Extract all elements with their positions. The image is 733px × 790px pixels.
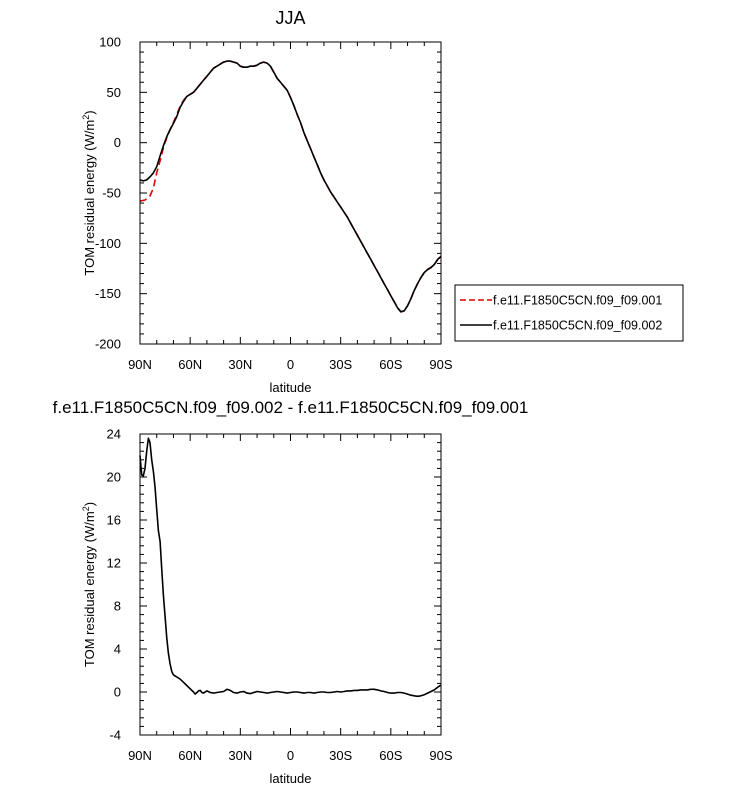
x-tick-label: 30S	[329, 357, 352, 372]
series-line-1	[139, 437, 442, 698]
y-tick-label: 20	[107, 470, 121, 485]
legend: f.e11.F1850C5CN.f09_f09.001 f.e11.F1850C5…	[454, 284, 684, 342]
x-tick-label: 60N	[178, 357, 202, 372]
x-tick-label: 30N	[228, 357, 252, 372]
x-tick-label: 60S	[379, 357, 402, 372]
plot-frame	[139, 433, 442, 736]
y-tick-label: 4	[114, 642, 121, 657]
y-axis-label-close: )	[82, 502, 97, 506]
y-tick-label: 0	[114, 685, 121, 700]
x-tick-label: 0	[287, 748, 294, 763]
y-axis-label: TOM residual energy (W/m2)	[81, 110, 97, 275]
x-tick-label: 90S	[429, 357, 452, 372]
y-tick-label: -150	[95, 286, 121, 301]
x-tick-label: 30S	[329, 748, 352, 763]
x-axis-label: latitude	[270, 380, 312, 395]
y-tick-label: -100	[95, 236, 121, 251]
y-tick-label: 12	[107, 556, 121, 571]
y-tick-label: 0	[114, 135, 121, 150]
chart-title: JJA	[275, 8, 305, 28]
jja-chart: JJA 90N 60N 30N 0 30S 60S 90S 100 50 0 -50 -100 -150 -…	[81, 8, 684, 395]
y-axis-label-close: )	[82, 110, 97, 114]
y-axis-label-superscript: 2	[81, 506, 91, 511]
y-axis-label-text: TOM residual energy (W/m	[82, 120, 97, 276]
series-line-2	[139, 60, 442, 313]
y-axis-label-text: TOM residual energy (W/m	[82, 511, 97, 667]
legend-label-1: f.e11.F1850C5CN.f09_f09.001	[493, 294, 662, 308]
x-tick-label: 60S	[379, 748, 402, 763]
plot-frame	[139, 41, 442, 345]
x-tick-label: 90N	[128, 357, 152, 372]
y-tick-label: -4	[109, 728, 121, 743]
y-tick-label: 24	[107, 427, 121, 442]
legend-box	[454, 284, 684, 342]
y-tick-label: 100	[99, 35, 121, 50]
x-axis-label: latitude	[270, 771, 312, 786]
x-tick-label: 30N	[228, 748, 252, 763]
x-tick-label: 90S	[429, 748, 452, 763]
chart-title: f.e11.F1850C5CN.f09_f09.002 - f.e11.F185…	[53, 398, 529, 417]
difference-chart: f.e11.F1850C5CN.f09_f09.002 - f.e11.F185…	[53, 398, 529, 786]
y-axis-label: TOM residual energy (W/m2)	[81, 502, 97, 667]
legend-label-2: f.e11.F1850C5CN.f09_f09.002	[493, 319, 662, 333]
y-tick-label: 50	[107, 85, 121, 100]
y-tick-label: -50	[102, 186, 121, 201]
y-tick-label: 8	[114, 599, 121, 614]
y-tick-label: 16	[107, 513, 121, 528]
x-tick-label: 90N	[128, 748, 152, 763]
y-tick-label: -200	[95, 337, 121, 352]
y-axis-label-superscript: 2	[81, 115, 91, 120]
x-tick-label: 60N	[178, 748, 202, 763]
x-tick-label: 0	[287, 357, 294, 372]
